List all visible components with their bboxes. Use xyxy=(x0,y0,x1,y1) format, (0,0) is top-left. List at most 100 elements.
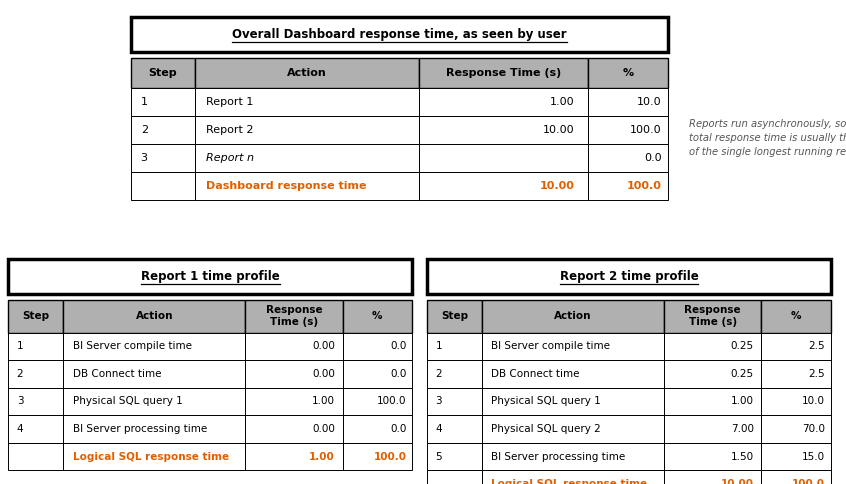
FancyBboxPatch shape xyxy=(63,443,245,470)
Text: Report 2 time profile: Report 2 time profile xyxy=(559,270,699,283)
FancyBboxPatch shape xyxy=(427,470,482,484)
FancyBboxPatch shape xyxy=(8,360,63,388)
FancyBboxPatch shape xyxy=(482,300,664,333)
Text: Step: Step xyxy=(441,311,469,321)
FancyBboxPatch shape xyxy=(427,388,482,415)
Text: 100.0: 100.0 xyxy=(630,125,662,135)
FancyBboxPatch shape xyxy=(131,58,195,88)
FancyBboxPatch shape xyxy=(427,360,482,388)
FancyBboxPatch shape xyxy=(419,172,588,200)
Text: 1.50: 1.50 xyxy=(730,452,754,462)
FancyBboxPatch shape xyxy=(761,443,831,470)
FancyBboxPatch shape xyxy=(245,415,343,443)
FancyBboxPatch shape xyxy=(343,415,412,443)
Text: Reports run asynchronously, so the
total response time is usually the time
of th: Reports run asynchronously, so the total… xyxy=(689,119,846,157)
FancyBboxPatch shape xyxy=(8,415,63,443)
FancyBboxPatch shape xyxy=(131,17,668,52)
Text: 1.00: 1.00 xyxy=(312,396,335,407)
FancyBboxPatch shape xyxy=(419,58,588,88)
Text: 2: 2 xyxy=(17,369,24,379)
FancyBboxPatch shape xyxy=(131,116,195,144)
FancyBboxPatch shape xyxy=(482,388,664,415)
FancyBboxPatch shape xyxy=(664,300,761,333)
FancyBboxPatch shape xyxy=(588,58,668,88)
Text: Overall Dashboard response time, as seen by user: Overall Dashboard response time, as seen… xyxy=(233,28,567,41)
FancyBboxPatch shape xyxy=(245,333,343,360)
Text: 7.00: 7.00 xyxy=(731,424,754,434)
Text: BI Server compile time: BI Server compile time xyxy=(492,341,610,351)
FancyBboxPatch shape xyxy=(427,415,482,443)
Text: Response Time (s): Response Time (s) xyxy=(446,68,561,77)
FancyBboxPatch shape xyxy=(245,443,343,470)
Text: 0.25: 0.25 xyxy=(730,369,754,379)
Text: 0.0: 0.0 xyxy=(390,341,406,351)
Text: 0.0: 0.0 xyxy=(645,153,662,163)
Text: 2: 2 xyxy=(140,125,148,135)
Text: 2.5: 2.5 xyxy=(809,369,825,379)
FancyBboxPatch shape xyxy=(343,360,412,388)
FancyBboxPatch shape xyxy=(664,470,761,484)
Text: 3: 3 xyxy=(17,396,24,407)
Text: 2: 2 xyxy=(436,369,442,379)
FancyBboxPatch shape xyxy=(343,388,412,415)
FancyBboxPatch shape xyxy=(664,443,761,470)
Text: Dashboard response time: Dashboard response time xyxy=(206,181,366,191)
Text: Physical SQL query 1: Physical SQL query 1 xyxy=(73,396,182,407)
Text: Action: Action xyxy=(554,311,592,321)
Text: 0.00: 0.00 xyxy=(312,424,335,434)
FancyBboxPatch shape xyxy=(195,172,419,200)
Text: Physical SQL query 1: Physical SQL query 1 xyxy=(492,396,601,407)
Text: Logical SQL response time: Logical SQL response time xyxy=(73,452,228,462)
Text: 1: 1 xyxy=(17,341,24,351)
Text: BI Server processing time: BI Server processing time xyxy=(492,452,625,462)
FancyBboxPatch shape xyxy=(63,388,245,415)
Text: DB Connect time: DB Connect time xyxy=(73,369,161,379)
Text: Action: Action xyxy=(287,68,327,77)
Text: 1: 1 xyxy=(140,97,148,106)
Text: BI Server processing time: BI Server processing time xyxy=(73,424,206,434)
FancyBboxPatch shape xyxy=(63,300,245,333)
FancyBboxPatch shape xyxy=(761,360,831,388)
FancyBboxPatch shape xyxy=(8,388,63,415)
FancyBboxPatch shape xyxy=(588,116,668,144)
FancyBboxPatch shape xyxy=(419,88,588,116)
Text: 3: 3 xyxy=(140,153,148,163)
Text: DB Connect time: DB Connect time xyxy=(492,369,580,379)
Text: Physical SQL query 2: Physical SQL query 2 xyxy=(492,424,601,434)
FancyBboxPatch shape xyxy=(761,333,831,360)
FancyBboxPatch shape xyxy=(343,300,412,333)
FancyBboxPatch shape xyxy=(588,144,668,172)
Text: %: % xyxy=(372,311,382,321)
Text: Report 1: Report 1 xyxy=(206,97,253,106)
Text: Step: Step xyxy=(22,311,50,321)
FancyBboxPatch shape xyxy=(131,172,195,200)
Text: 0.0: 0.0 xyxy=(390,369,406,379)
Text: 4: 4 xyxy=(17,424,24,434)
Text: 10.00: 10.00 xyxy=(540,181,574,191)
FancyBboxPatch shape xyxy=(482,415,664,443)
FancyBboxPatch shape xyxy=(8,443,63,470)
Text: Response
Time (s): Response Time (s) xyxy=(266,305,322,327)
FancyBboxPatch shape xyxy=(482,470,664,484)
Text: Report 2: Report 2 xyxy=(206,125,253,135)
FancyBboxPatch shape xyxy=(8,259,412,294)
Text: 0.00: 0.00 xyxy=(312,341,335,351)
Text: 70.0: 70.0 xyxy=(802,424,825,434)
Text: 1.00: 1.00 xyxy=(550,97,574,106)
FancyBboxPatch shape xyxy=(195,88,419,116)
FancyBboxPatch shape xyxy=(761,470,831,484)
FancyBboxPatch shape xyxy=(195,144,419,172)
Text: %: % xyxy=(791,311,801,321)
FancyBboxPatch shape xyxy=(427,300,482,333)
Text: 3: 3 xyxy=(436,396,442,407)
Text: Response
Time (s): Response Time (s) xyxy=(684,305,741,327)
FancyBboxPatch shape xyxy=(8,300,63,333)
FancyBboxPatch shape xyxy=(195,116,419,144)
FancyBboxPatch shape xyxy=(664,360,761,388)
FancyBboxPatch shape xyxy=(245,300,343,333)
FancyBboxPatch shape xyxy=(245,388,343,415)
FancyBboxPatch shape xyxy=(664,333,761,360)
Text: 4: 4 xyxy=(436,424,442,434)
Text: 5: 5 xyxy=(436,452,442,462)
Text: Report 1 time profile: Report 1 time profile xyxy=(140,270,280,283)
